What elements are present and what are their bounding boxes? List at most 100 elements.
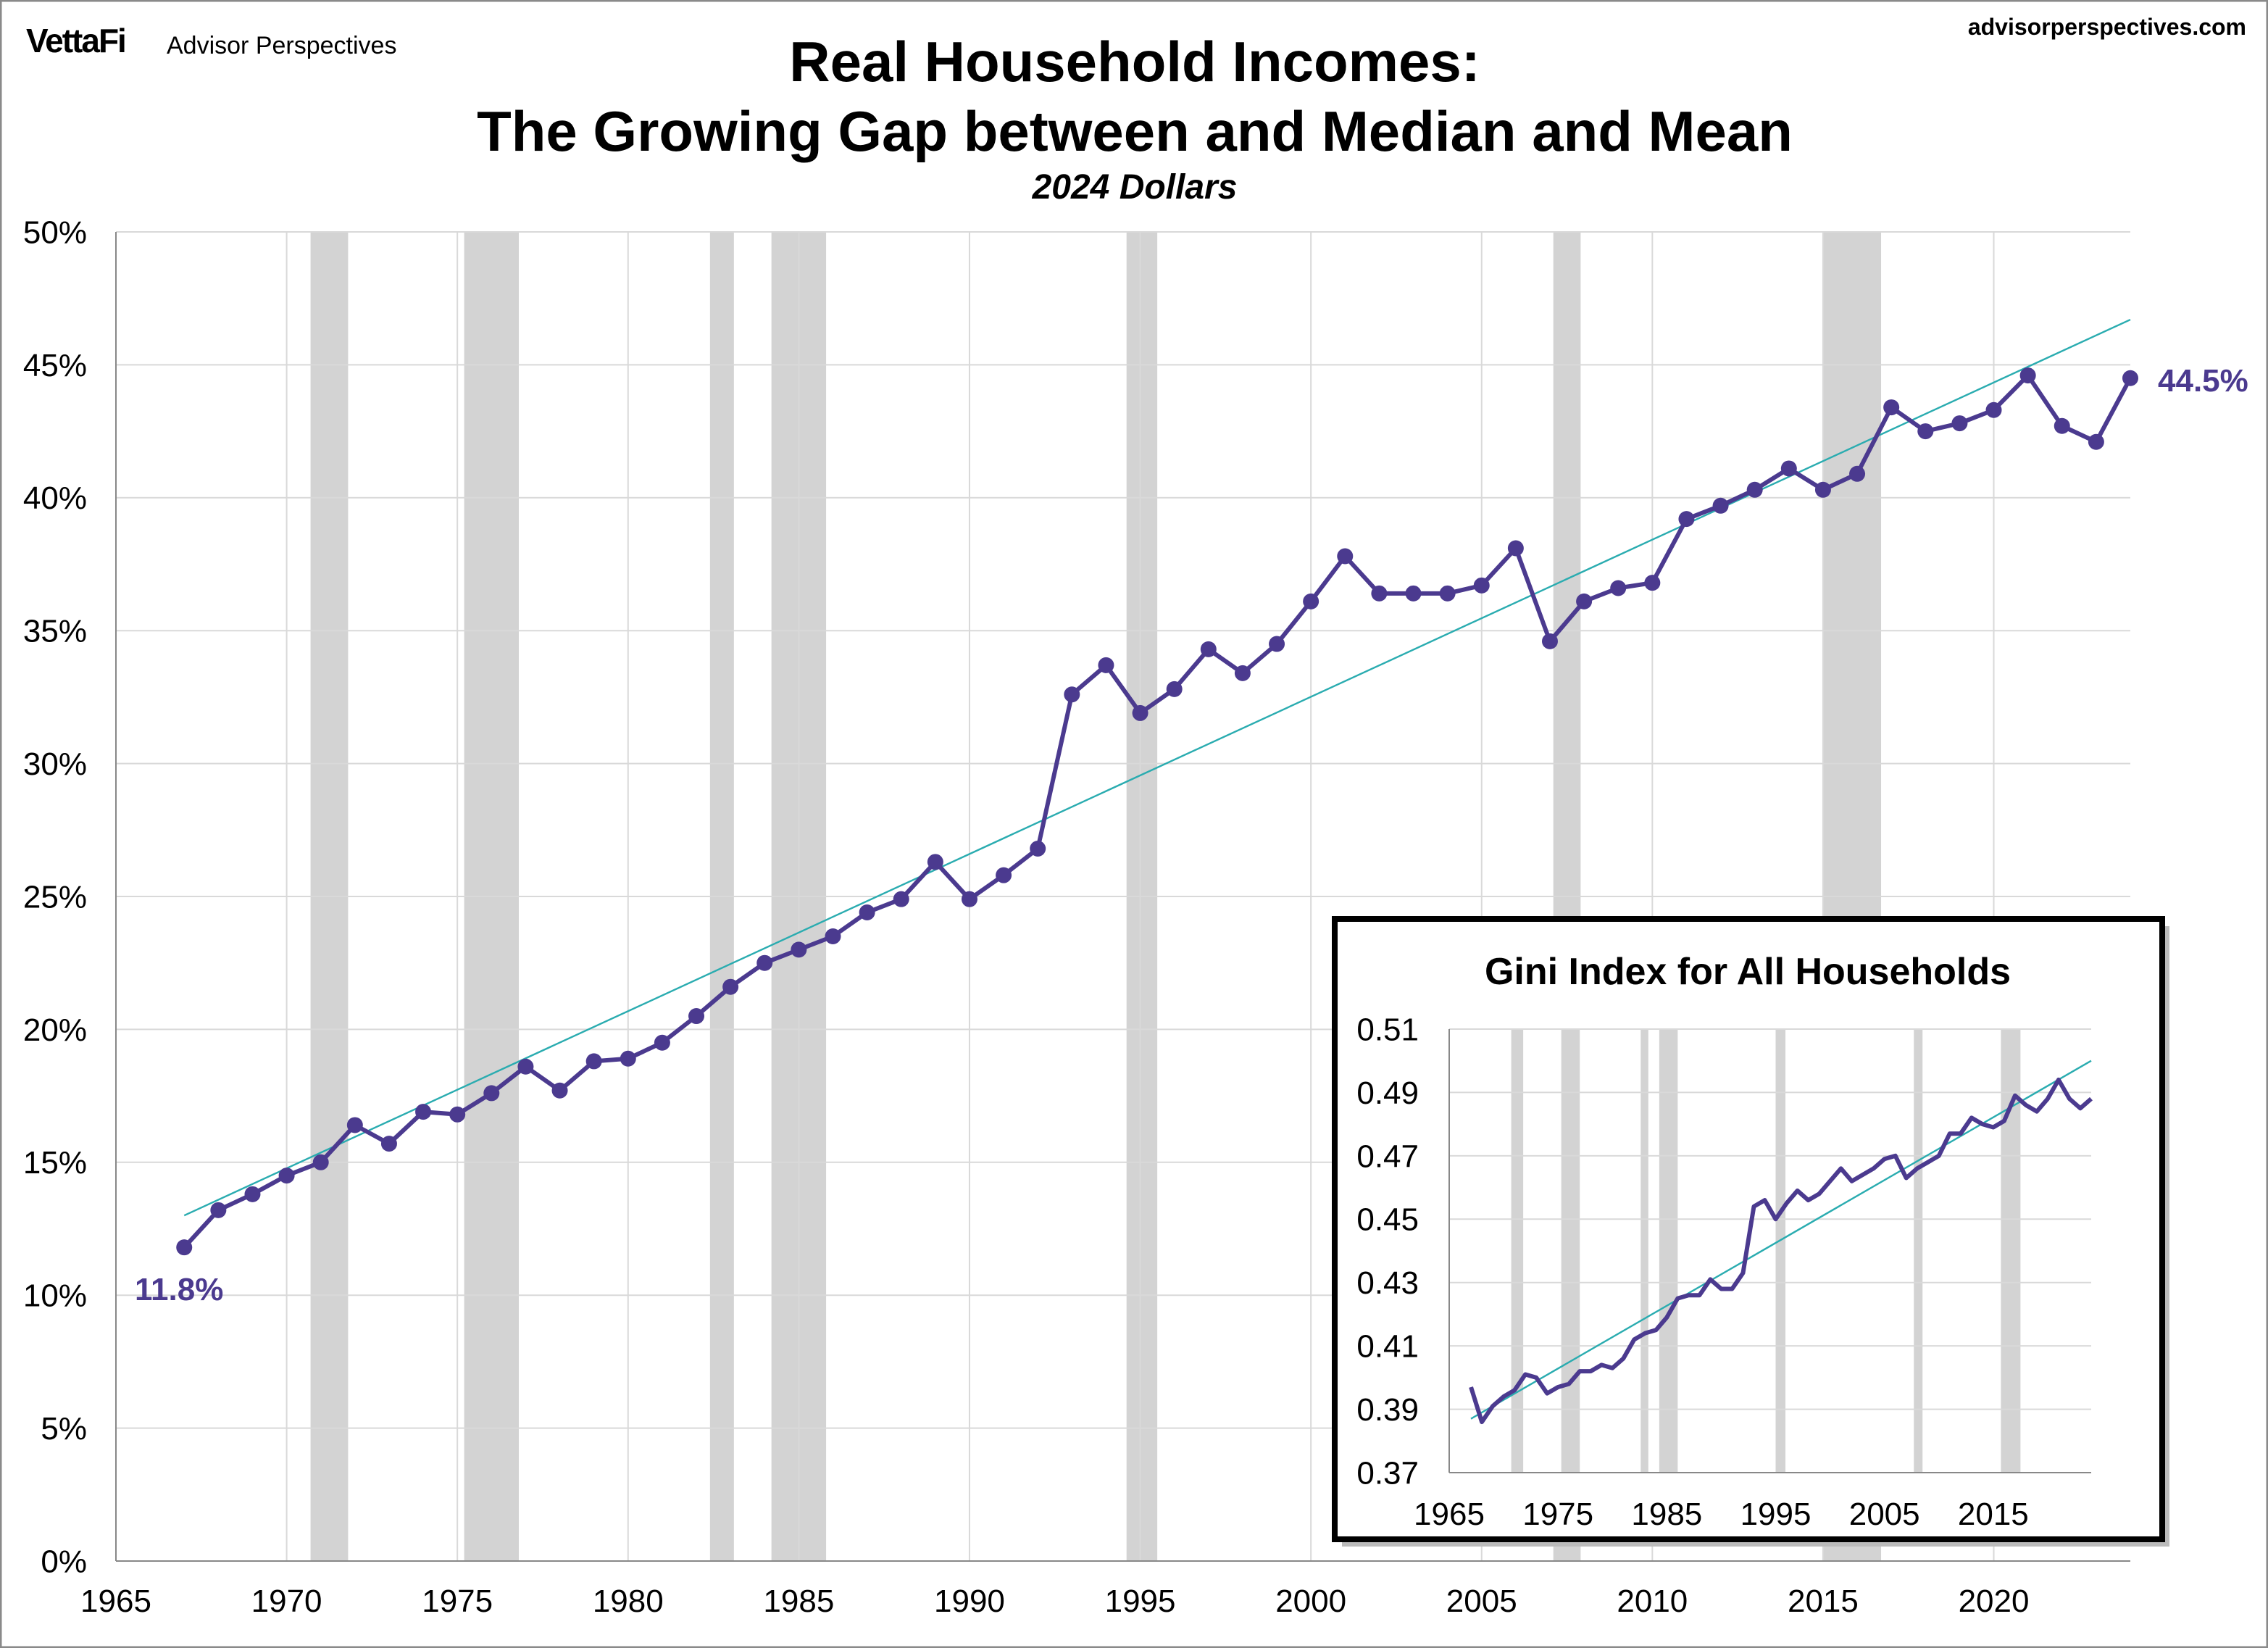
data-point — [1405, 585, 1422, 602]
data-point — [1849, 465, 1866, 482]
x-tick-label: 2000 — [1275, 1584, 1346, 1619]
data-point — [449, 1106, 466, 1123]
y-tick-label: 50% — [23, 215, 87, 250]
data-point — [312, 1154, 329, 1170]
data-point — [1951, 415, 1968, 432]
data-point — [859, 904, 875, 921]
data-point — [688, 1008, 705, 1025]
data-point — [244, 1186, 261, 1202]
data-point — [551, 1082, 568, 1099]
first-value-label: 11.8% — [135, 1272, 223, 1307]
y-tick-label: 15% — [23, 1145, 87, 1181]
data-point — [1644, 575, 1661, 591]
data-point — [2088, 433, 2104, 450]
recession-band — [1914, 1029, 1923, 1473]
x-tick-label: 1970 — [251, 1584, 322, 1619]
inset-title: Gini Index for All Households — [1485, 951, 2011, 993]
y-tick-label: 0.51 — [1356, 1012, 1419, 1047]
data-point — [1780, 460, 1797, 477]
y-tick-label: 30% — [23, 746, 87, 782]
data-point — [825, 928, 841, 945]
y-tick-label: 0% — [41, 1544, 87, 1579]
data-point — [2019, 367, 2036, 384]
trend-line — [183, 318, 2131, 1217]
y-tick-label: 5% — [41, 1411, 87, 1447]
x-tick-label: 1995 — [1105, 1584, 1176, 1619]
data-point — [791, 941, 807, 958]
data-point — [1166, 681, 1183, 697]
data-point — [756, 954, 773, 971]
x-tick-label: 1990 — [934, 1584, 1005, 1619]
inset-plot: 0.37 0.39 0.41 0.43 0.45 0.47 0.49 0.51 1965 1975… — [1356, 1012, 2093, 1532]
data-point — [1541, 633, 1558, 649]
x-tick-label: 1995 — [1740, 1497, 1812, 1532]
y-tick-label: 0.47 — [1356, 1139, 1419, 1174]
data-point — [415, 1104, 432, 1120]
y-tick-label: 0.49 — [1356, 1075, 1419, 1111]
x-tick-label: 1975 — [422, 1584, 493, 1619]
last-value-label: 44.5% — [2158, 363, 2248, 399]
data-point — [893, 891, 909, 907]
data-point — [1200, 641, 1217, 657]
y-tick-label: 0.45 — [1356, 1202, 1419, 1238]
data-point — [585, 1053, 602, 1070]
brand-name: Advisor Perspectives — [167, 32, 396, 59]
y-tick-label: 25% — [23, 879, 87, 915]
y-tick-label: 10% — [23, 1278, 87, 1314]
data-point — [722, 978, 739, 995]
data-point — [1610, 580, 1627, 596]
vettafi-logo: VettaFi — [26, 22, 125, 59]
recession-band — [1561, 1029, 1580, 1473]
recession-band — [1659, 1029, 1678, 1473]
y-tick-label: 0.43 — [1356, 1265, 1419, 1301]
x-tick-label: 1975 — [1522, 1497, 1593, 1532]
data-point — [1234, 665, 1251, 681]
x-tick-label: 2015 — [1958, 1497, 2029, 1532]
y-tick-label: 40% — [23, 480, 87, 516]
data-point — [1371, 585, 1388, 602]
data-point — [1303, 593, 1319, 609]
recession-band — [1775, 1029, 1786, 1473]
x-tick-label: 2005 — [1446, 1584, 1517, 1619]
data-point — [1712, 497, 1729, 514]
data-point — [1064, 686, 1080, 703]
y-tick-label: 20% — [23, 1012, 87, 1048]
trend-line — [1470, 1060, 2092, 1420]
data-point — [1576, 593, 1593, 609]
data-point — [1269, 636, 1285, 652]
data-point — [1507, 540, 1524, 557]
data-point — [961, 891, 977, 907]
x-tick-label: 2005 — [1849, 1497, 1920, 1532]
y-tick-label: 0.37 — [1356, 1455, 1419, 1491]
y-tick-label: 35% — [23, 614, 87, 649]
x-tick-label: 2015 — [1788, 1584, 1859, 1619]
recession-band — [1640, 1029, 1648, 1473]
main-plot: 0% 5% 10% 15% 20% 25% 30% 35% 40% 45% 50% 1965 1970 1… — [23, 215, 2138, 1619]
data-point — [2054, 417, 2070, 434]
data-point — [1814, 481, 1831, 498]
x-tick-label: 1965 — [1414, 1497, 1485, 1532]
data-point — [346, 1117, 363, 1133]
y-tick-label: 0.39 — [1356, 1392, 1419, 1428]
series-line — [183, 373, 2132, 1249]
data-point — [2122, 370, 2138, 386]
data-point — [278, 1168, 295, 1184]
data-point — [654, 1034, 670, 1051]
website-label: advisorperspectives.com — [1968, 14, 2246, 40]
x-tick-label: 1985 — [1631, 1497, 1702, 1532]
data-point — [483, 1085, 500, 1102]
data-point — [1473, 577, 1490, 594]
data-point — [1678, 511, 1695, 528]
chart-subtitle: 2024 Dollars — [1032, 168, 1238, 207]
data-point — [927, 854, 943, 870]
data-point — [1337, 548, 1354, 565]
series-line — [1469, 1077, 2093, 1425]
recession-band — [1511, 1029, 1524, 1473]
chart-title-line1: Real Household Incomes: — [789, 30, 1480, 93]
x-tick-label: 1980 — [593, 1584, 664, 1619]
x-tick-label: 1965 — [80, 1584, 151, 1619]
y-tick-label: 0.41 — [1356, 1329, 1419, 1365]
data-point — [1883, 399, 1900, 416]
data-point — [380, 1136, 397, 1152]
